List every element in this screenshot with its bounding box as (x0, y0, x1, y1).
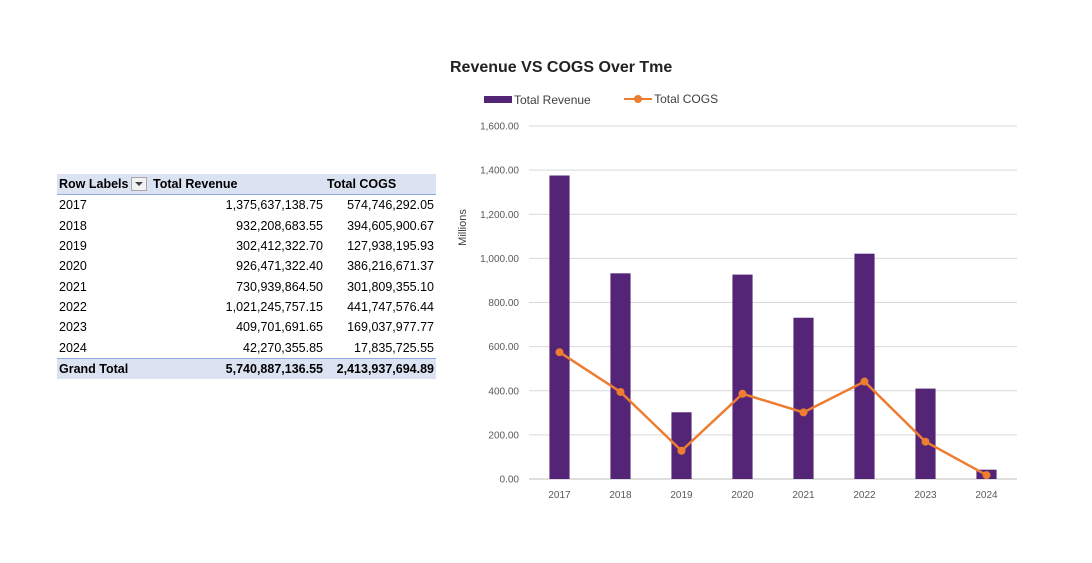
cogs-cell: 17,835,725.55 (354, 340, 434, 355)
y-tick-label: 200.00 (488, 430, 519, 441)
bar-revenue-2018 (610, 273, 631, 479)
y-tick-label: 1,400.00 (480, 166, 519, 177)
y-axis-label: Millions (457, 209, 469, 246)
row-label-cell: 2020 (59, 259, 87, 274)
chart-legend: Total Revenue Total COGS (484, 92, 748, 107)
revenue-cell: 409,701,691.65 (236, 320, 323, 335)
bar-revenue-2022 (854, 253, 875, 479)
y-tick-label: 800.00 (488, 298, 519, 309)
y-tick-label: 1,000.00 (480, 254, 519, 265)
y-tick-label: 400.00 (488, 386, 519, 397)
cogs-cell: 574,746,292.05 (347, 198, 434, 213)
row-label-cell: 2021 (59, 279, 87, 294)
revenue-cell: 1,375,637,138.75 (225, 198, 323, 213)
filter-dropdown-icon[interactable] (131, 176, 148, 191)
bar-revenue-2021 (793, 317, 814, 479)
x-tick-label: 2021 (792, 490, 815, 501)
row-labels-header[interactable]: Row Labels (57, 174, 151, 196)
row-label-cell: 2018 (59, 218, 87, 233)
revenue-cell: 932,208,683.55 (236, 218, 323, 233)
y-tick-label: 1,200.00 (480, 210, 519, 221)
row-label-cell: 2024 (59, 340, 87, 355)
row-label-cell: 2022 (59, 299, 87, 314)
table-row: 2020 926,471,322.40 386,216,671.37 (57, 256, 436, 276)
y-tick-label: 0.00 (500, 475, 520, 486)
revenue-cogs-chart[interactable]: Revenue VS COGS Over Tme Total Revenue T… (440, 40, 1060, 520)
x-tick-label: 2020 (731, 490, 754, 501)
pivot-header-row: Row Labels Total Revenue Total COGS (57, 174, 436, 196)
cogs-cell: 169,037,977.77 (347, 320, 434, 335)
legend-item-revenue: Total Revenue (484, 93, 591, 107)
point-cogs-2024 (982, 471, 991, 480)
grand-total-revenue: 5,740,887,136.55 (151, 357, 325, 379)
total-revenue-header: Total Revenue (151, 174, 325, 196)
point-cogs-2020 (738, 389, 747, 398)
y-tick-label: 600.00 (488, 342, 519, 353)
bar-revenue-2019 (671, 412, 692, 479)
revenue-cell: 730,939,864.50 (236, 279, 323, 294)
x-tick-label: 2019 (670, 490, 693, 501)
grand-total-label: Grand Total (57, 357, 151, 379)
point-cogs-2021 (799, 408, 808, 417)
chart-plot-area: 0.00 200.00 400.00 600.00 800.00 1,000.00 1,20… (457, 122, 1017, 501)
cogs-cell: 301,809,355.10 (347, 279, 434, 294)
revenue-cell: 42,270,355.85 (243, 340, 323, 355)
legend-item-cogs: Total COGS (624, 92, 718, 106)
row-labels-header-text: Row Labels (59, 176, 129, 191)
x-tick-label: 2018 (609, 490, 632, 501)
grand-total-cogs: 2,413,937,694.89 (325, 357, 436, 379)
legend-label-revenue: Total Revenue (514, 92, 591, 107)
point-cogs-2018 (616, 387, 625, 396)
cogs-cell: 441,747,576.44 (347, 299, 434, 314)
cogs-cell: 394,605,900.67 (347, 218, 434, 233)
grand-total-row: Grand Total 5,740,887,136.55 2,413,937,6… (57, 357, 436, 379)
chart-title: Revenue VS COGS Over Tme (450, 59, 673, 76)
pivot-table: Row Labels Total Revenue Total COGS 2017… (57, 174, 436, 379)
revenue-cell: 926,471,322.40 (236, 259, 323, 274)
table-row: 2024 42,270,355.85 17,835,725.55 (57, 337, 436, 358)
point-cogs-2022 (860, 377, 869, 386)
bar-revenue-2023 (915, 388, 936, 479)
y-tick-label: 1,600.00 (480, 122, 519, 133)
table-row: 2019 302,412,322.70 127,938,195.93 (57, 236, 436, 256)
x-tick-label: 2023 (914, 490, 937, 501)
x-tick-label: 2024 (975, 490, 998, 501)
row-label-cell: 2017 (59, 198, 87, 213)
legend-label-cogs: Total COGS (654, 92, 719, 106)
total-cogs-header: Total COGS (325, 174, 436, 196)
cogs-cell: 386,216,671.37 (347, 259, 434, 274)
x-tick-label: 2022 (853, 490, 876, 501)
table-row: 2023 409,701,691.65 169,037,977.77 (57, 317, 436, 337)
bar-revenue-2017 (549, 175, 570, 479)
x-tick-label: 2017 (548, 490, 571, 501)
table-row: 2017 1,375,637,138.75 574,746,292.05 (57, 195, 436, 216)
revenue-cell: 1,021,245,757.15 (225, 299, 323, 314)
table-row: 2018 932,208,683.55 394,605,900.67 (57, 216, 436, 236)
point-cogs-2017 (555, 348, 564, 357)
row-label-cell: 2023 (59, 320, 87, 335)
legend-swatch-cogs (624, 95, 653, 103)
legend-swatch-revenue (484, 96, 512, 103)
table-row: 2021 730,939,864.50 301,809,355.10 (57, 276, 436, 296)
row-label-cell: 2019 (59, 239, 87, 254)
revenue-cell: 302,412,322.70 (236, 239, 323, 254)
point-cogs-2019 (677, 446, 686, 455)
table-row: 2022 1,021,245,757.15 441,747,576.44 (57, 297, 436, 317)
bar-revenue-2020 (732, 274, 753, 479)
line-cogs (558, 351, 988, 477)
point-cogs-2023 (921, 437, 930, 446)
cogs-cell: 127,938,195.93 (347, 239, 434, 254)
